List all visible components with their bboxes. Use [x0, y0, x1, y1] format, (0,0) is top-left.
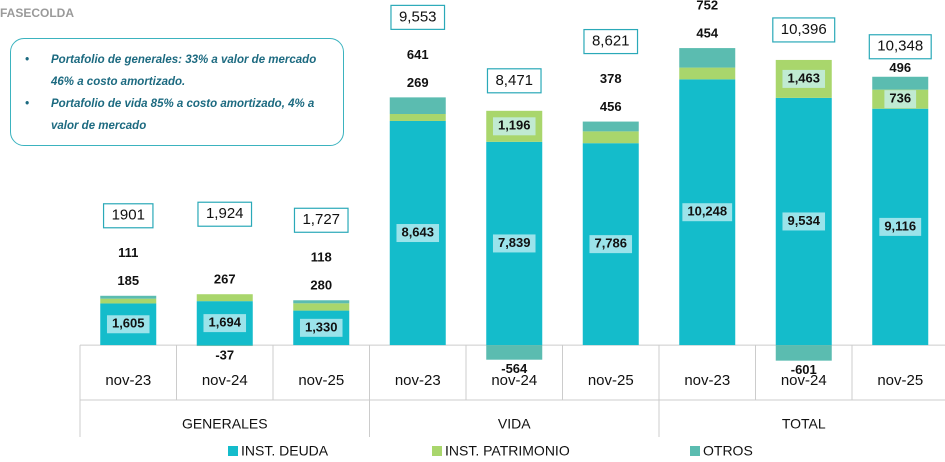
value-label: 1,605 — [112, 316, 145, 331]
value-label: 9,116 — [884, 218, 916, 233]
value-label: 9,534 — [787, 213, 820, 228]
total-label: 1,727 — [302, 211, 340, 228]
x-tick-label: nov-23 — [684, 372, 730, 389]
label-bg — [203, 314, 247, 333]
group-label: TOTAL — [782, 416, 826, 432]
x-tick-label: nov-25 — [588, 372, 634, 389]
label-bg — [782, 69, 826, 88]
value-label: 641 — [407, 47, 429, 62]
bar-segment — [679, 48, 736, 68]
value-label: 736 — [889, 91, 911, 106]
value-label: 1,196 — [498, 118, 531, 133]
legend-label: OTROS — [703, 443, 753, 459]
legend-swatch — [690, 446, 700, 456]
label-bg — [492, 117, 536, 136]
x-tick-label: nov-24 — [781, 372, 827, 389]
total-label: 9,553 — [399, 8, 437, 25]
legend-label: INST. PATRIMONIO — [445, 443, 570, 459]
label-bg — [299, 318, 343, 337]
legend-label: INST. DEUDA — [241, 443, 329, 459]
value-label: 118 — [311, 250, 332, 265]
bar-segment — [293, 300, 350, 304]
label-bg — [106, 315, 150, 334]
source: FASECOLDA — [0, 6, 74, 20]
label-bg — [492, 234, 536, 253]
total-box — [772, 17, 836, 43]
total-label: 10,348 — [877, 38, 923, 55]
total-box — [197, 201, 253, 227]
legend-swatch — [432, 446, 442, 456]
bar-segment — [293, 303, 350, 311]
value-label: 1,330 — [305, 319, 338, 334]
label-bg — [884, 90, 917, 109]
x-tick-label: nov-25 — [298, 372, 344, 389]
label-bg — [879, 217, 922, 236]
bar-segment — [100, 298, 157, 304]
value-label: 752 — [696, 0, 718, 13]
label-bg — [682, 203, 733, 222]
total-label: 1901 — [112, 207, 145, 224]
total-box — [102, 203, 154, 229]
bar-segment — [196, 345, 253, 347]
annotation-box: Portafolio de generales: 33% a valor de … — [10, 38, 344, 146]
label-bg — [782, 212, 826, 231]
x-tick-label: nov-24 — [491, 372, 537, 389]
total-box — [486, 68, 542, 94]
total-label: 8,471 — [495, 72, 533, 89]
value-label: 496 — [889, 60, 911, 75]
value-label: 456 — [600, 99, 622, 114]
x-tick-label: nov-25 — [877, 372, 923, 389]
value-label: 111 — [118, 245, 138, 260]
value-label: -37 — [215, 347, 234, 362]
value-label: 7,839 — [498, 235, 531, 250]
value-label: 1,694 — [208, 315, 241, 330]
total-box — [390, 4, 446, 30]
value-label: 8,643 — [401, 224, 434, 239]
bar-segment — [486, 345, 543, 360]
value-label: 280 — [310, 278, 332, 293]
group-label: GENERALES — [182, 416, 268, 432]
value-label: 269 — [407, 75, 429, 90]
value-label: 267 — [214, 272, 236, 287]
legend-swatch — [228, 446, 238, 456]
bar-segment — [100, 295, 157, 299]
bar-segment — [389, 97, 446, 114]
value-label: 185 — [117, 273, 139, 288]
value-label: 1,463 — [787, 70, 820, 85]
value-label: 7,786 — [594, 236, 627, 251]
x-tick-label: nov-23 — [105, 372, 151, 389]
value-label: -564 — [501, 361, 528, 376]
value-label: -601 — [791, 362, 817, 377]
total-label: 1,924 — [206, 205, 244, 222]
bar-segment — [196, 294, 253, 302]
total-box — [583, 28, 639, 55]
total-label: 10,396 — [781, 21, 827, 38]
label-bg — [589, 235, 633, 254]
annotation: Portafolio de generales: 33% a valor de … — [25, 49, 331, 93]
annotation: Portafolio de vida 85% a costo amortizad… — [25, 93, 331, 137]
bar-segment — [389, 113, 446, 121]
value-label: 378 — [600, 71, 622, 86]
bar-segment — [872, 76, 929, 90]
value-label: 10,248 — [687, 204, 727, 219]
value-label: 454 — [696, 26, 718, 41]
group-label: VIDA — [498, 416, 531, 432]
bar-segment — [775, 345, 832, 361]
bar-segment — [582, 131, 639, 144]
label-bg — [396, 224, 440, 243]
total-box — [868, 34, 932, 60]
x-tick-label: nov-24 — [202, 372, 248, 389]
x-tick-label: nov-23 — [395, 372, 441, 389]
bar-segment — [582, 121, 639, 132]
total-box — [293, 207, 349, 233]
total-label: 8,621 — [592, 33, 630, 50]
bar-segment — [679, 67, 736, 80]
